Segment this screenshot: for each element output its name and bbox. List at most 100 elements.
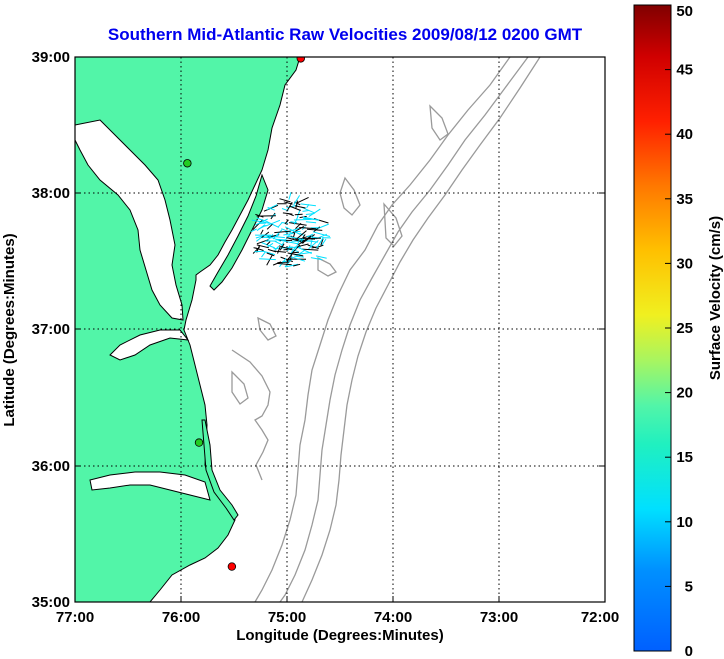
velocity-vector bbox=[262, 250, 276, 256]
velocity-vector bbox=[281, 222, 289, 224]
velocity-vector bbox=[283, 201, 293, 205]
velocity-vector bbox=[256, 244, 270, 249]
barrier-island bbox=[209, 173, 269, 291]
velocity-vector bbox=[274, 245, 279, 251]
velocity-vector bbox=[288, 253, 293, 259]
velocity-vector bbox=[310, 257, 323, 261]
colorbar-tick-label: 35 bbox=[676, 191, 693, 208]
y-tick-label: 38:00 bbox=[32, 185, 70, 202]
velocity-vector bbox=[278, 245, 292, 251]
velocity-vector bbox=[302, 217, 320, 221]
velocity-vector bbox=[272, 261, 282, 266]
velocity-vector bbox=[284, 219, 289, 225]
colorbar-tick-label: 45 bbox=[676, 62, 693, 79]
velocity-vector bbox=[289, 222, 307, 226]
velocity-vector bbox=[276, 238, 286, 241]
velocity-vector bbox=[294, 230, 307, 241]
velocity-vector bbox=[267, 221, 280, 228]
colorbar-label: Surface Velocity (cm/s) bbox=[707, 216, 724, 380]
velocity-vectors bbox=[250, 191, 331, 268]
velocity-vector bbox=[313, 226, 321, 233]
velocity-vector bbox=[297, 235, 312, 246]
velocity-vector bbox=[252, 246, 261, 254]
velocity-vector bbox=[289, 255, 292, 261]
velocity-vector bbox=[254, 250, 265, 253]
station-marker bbox=[227, 562, 237, 571]
bathymetry-contours bbox=[231, 57, 541, 602]
colorbar-tick-label: 20 bbox=[676, 385, 693, 402]
velocity-vector bbox=[266, 204, 278, 211]
y-tick-label: 37:00 bbox=[32, 321, 70, 338]
velocity-vector bbox=[255, 218, 268, 226]
velocity-vector bbox=[266, 223, 273, 230]
velocity-vector bbox=[295, 238, 301, 250]
colorbar-tick-label: 0 bbox=[685, 643, 693, 659]
velocity-vector bbox=[286, 235, 305, 241]
station-marker bbox=[194, 438, 204, 447]
velocity-vector bbox=[295, 222, 302, 229]
velocity-vector bbox=[252, 219, 264, 230]
y-tick-labels: 39:00 38:00 37:00 36:00 35:00 bbox=[32, 49, 70, 611]
velocity-vector bbox=[306, 204, 310, 209]
velocity-vector bbox=[284, 226, 301, 235]
x-tick-label: 76:00 bbox=[162, 609, 200, 626]
velocity-vector bbox=[277, 221, 283, 228]
velocity-vector bbox=[256, 217, 268, 223]
colorbar-tick-label: 15 bbox=[676, 449, 693, 466]
velocity-vector bbox=[295, 205, 306, 209]
velocity-vector bbox=[266, 252, 275, 257]
colorbar-tick-label: 40 bbox=[676, 126, 693, 143]
velocity-vector bbox=[274, 230, 291, 234]
velocity-vector bbox=[316, 236, 324, 249]
grid-lines bbox=[75, 57, 605, 602]
velocity-vector bbox=[294, 213, 303, 216]
station-marker bbox=[183, 159, 192, 168]
map-title: Southern Mid-Atlantic Raw Velocities 200… bbox=[108, 25, 583, 44]
velocity-vector bbox=[305, 213, 315, 215]
velocity-vector bbox=[297, 243, 309, 248]
velocity-vector bbox=[255, 247, 264, 251]
velocity-vector bbox=[285, 263, 299, 268]
velocity-vector bbox=[320, 238, 327, 247]
station-marker bbox=[296, 57, 305, 63]
x-tick-label: 72:00 bbox=[581, 609, 619, 626]
velocity-vector bbox=[305, 237, 321, 240]
velocity-vector bbox=[301, 248, 319, 251]
velocity-vector bbox=[299, 227, 317, 230]
velocity-vector bbox=[286, 204, 298, 209]
velocity-vector bbox=[266, 241, 271, 246]
velocity-vector bbox=[282, 260, 292, 263]
velocity-vector bbox=[293, 195, 301, 206]
x-tick-label: 75:00 bbox=[268, 609, 306, 626]
colorbar-tick-label: 5 bbox=[685, 578, 693, 595]
velocity-vector bbox=[288, 191, 292, 200]
colorbar-gradient bbox=[633, 4, 672, 652]
y-axis-label: Latitude (Degrees:Minutes) bbox=[1, 233, 18, 426]
velocity-vector bbox=[260, 229, 264, 235]
velocity-vector bbox=[264, 236, 272, 239]
velocity-vector bbox=[281, 240, 298, 245]
velocity-vector bbox=[277, 246, 281, 254]
velocity-vector bbox=[293, 263, 301, 267]
velocity-vector bbox=[261, 242, 275, 249]
stations bbox=[183, 57, 305, 571]
colorbar-tick-label: 25 bbox=[676, 320, 693, 337]
velocity-vector bbox=[302, 210, 309, 212]
x-axis-label: Longitude (Degrees:Minutes) bbox=[236, 627, 444, 644]
y-tick-label: 36:00 bbox=[32, 458, 70, 475]
velocity-vector bbox=[289, 205, 301, 211]
y-tick-label: 39:00 bbox=[32, 49, 70, 66]
velocity-vector bbox=[312, 231, 331, 237]
velocity-vector bbox=[316, 244, 324, 248]
velocity-vector bbox=[300, 206, 316, 214]
tick-marks bbox=[74, 56, 606, 603]
velocity-vector bbox=[286, 237, 299, 242]
x-tick-label: 74:00 bbox=[374, 609, 412, 626]
velocity-vector bbox=[276, 262, 292, 266]
velocity-vector bbox=[287, 245, 291, 252]
velocity-vector bbox=[296, 246, 312, 255]
velocity-vector bbox=[315, 255, 327, 259]
